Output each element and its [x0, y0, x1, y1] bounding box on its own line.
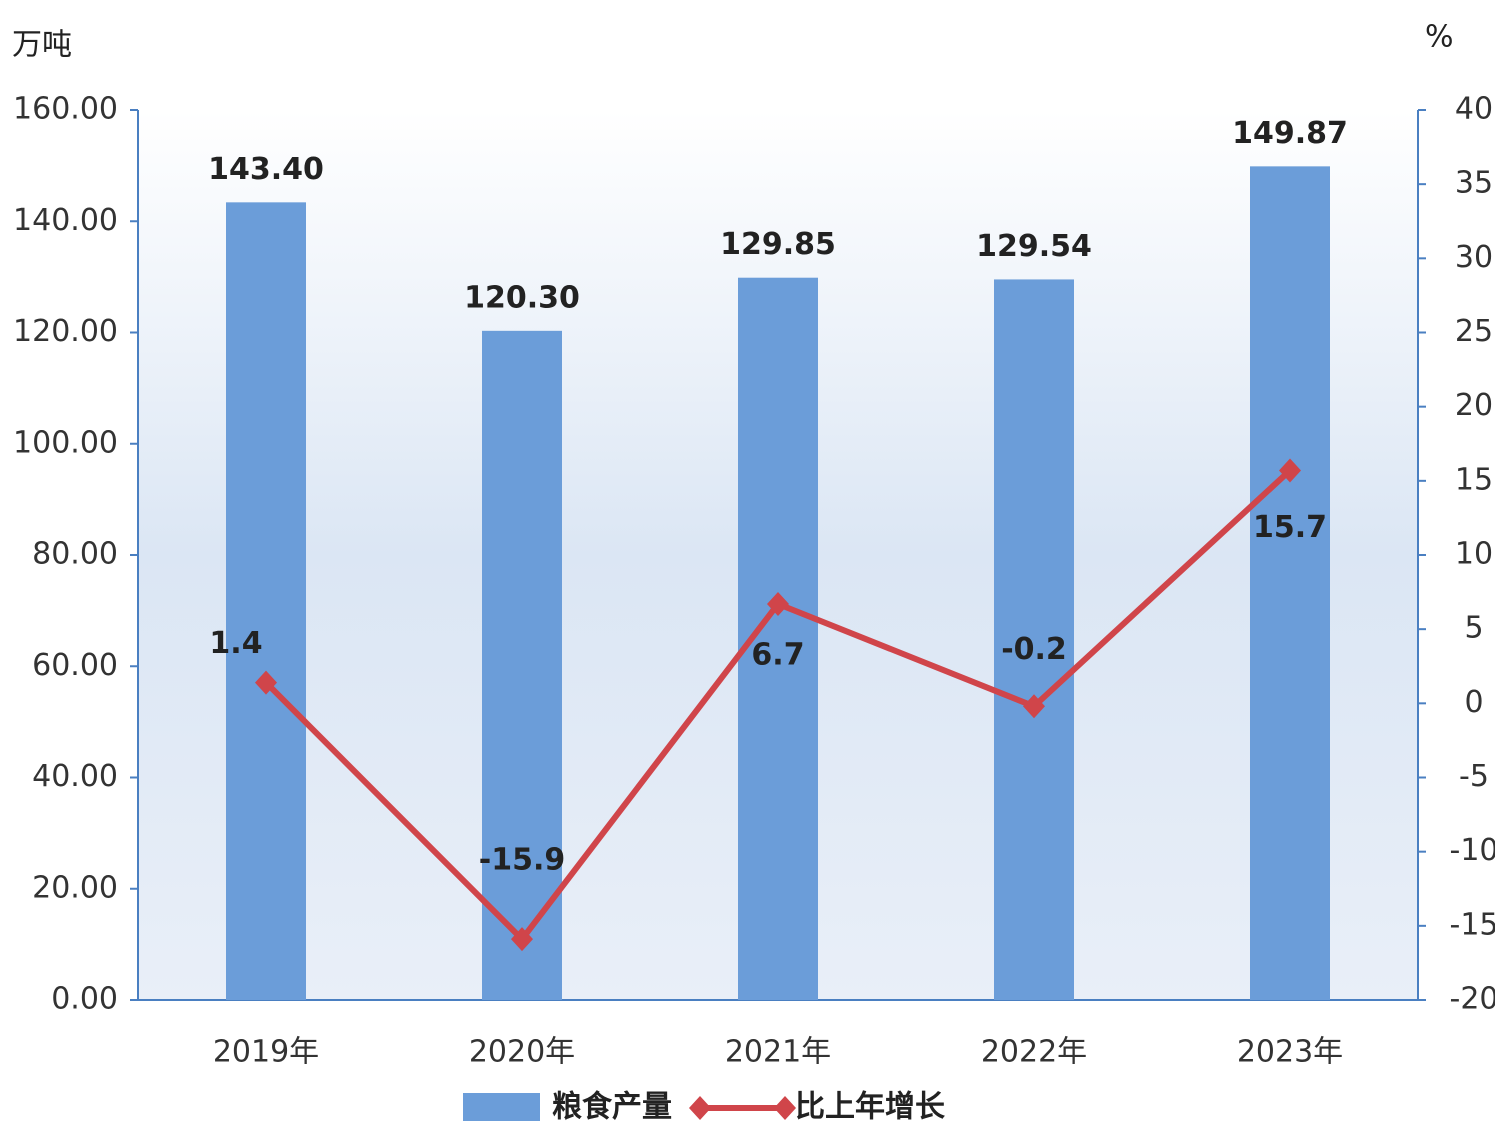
line-marker	[1023, 694, 1045, 719]
y-tick-label: 100.00	[13, 425, 118, 460]
x-tick-label: 2021年	[725, 1035, 831, 1070]
y-tick-label: 160.00	[13, 92, 118, 127]
y2-tick-label: 35	[1455, 166, 1493, 201]
y2-tick-label: 30	[1455, 240, 1493, 275]
legend-label: 比上年增长	[795, 1090, 945, 1125]
bar-value-label: 129.54	[976, 229, 1092, 264]
line-marker	[1279, 458, 1301, 483]
line-marker	[255, 670, 277, 695]
y2-tick-label: 15	[1455, 462, 1493, 497]
bar-value-label: 129.85	[720, 227, 836, 262]
legend-swatch	[463, 1093, 540, 1121]
bar	[994, 279, 1074, 1001]
line-marker	[511, 927, 533, 952]
y2-tick-label: 10	[1455, 537, 1493, 572]
legend-swatch	[689, 1096, 711, 1120]
bar-value-label: 143.40	[208, 152, 324, 187]
y-tick-label: 140.00	[13, 203, 118, 238]
bar	[482, 330, 562, 1000]
line-value-label: 15.7	[1253, 510, 1327, 545]
y2-tick-label: -20	[1450, 982, 1495, 1017]
x-tick-label: 2022年	[981, 1035, 1087, 1070]
y-tick-label: 0.00	[51, 982, 118, 1017]
x-tick-label: 2019年	[213, 1035, 319, 1070]
y2-tick-label: 40	[1455, 92, 1493, 127]
y-tick-label: 40.00	[32, 759, 118, 794]
line-value-label: 1.4	[209, 626, 262, 661]
y2-tick-label: 0	[1464, 685, 1483, 720]
line-value-label: 6.7	[751, 637, 804, 672]
y2-tick-label: -10	[1450, 833, 1495, 868]
legend-label: 粮食产量	[552, 1090, 672, 1125]
y-axis-label: 万吨	[12, 28, 72, 63]
x-tick-label: 2023年	[1237, 1035, 1343, 1070]
legend-swatch	[774, 1096, 796, 1120]
line-marker	[767, 591, 789, 616]
bar	[1250, 166, 1330, 1000]
bar-value-label: 120.30	[464, 280, 580, 315]
y2-tick-label: 5	[1464, 611, 1483, 646]
line-value-label: -15.9	[479, 843, 565, 878]
y2-tick-label: 25	[1455, 314, 1493, 349]
y-tick-label: 60.00	[32, 648, 118, 683]
y2-axis-label: %	[1425, 20, 1454, 55]
x-tick-label: 2020年	[469, 1035, 575, 1070]
y2-tick-label: 20	[1455, 388, 1493, 423]
line-value-label: -0.2	[1001, 632, 1067, 667]
y-tick-label: 80.00	[32, 537, 118, 572]
y2-tick-label: -5	[1459, 759, 1489, 794]
y-tick-label: 120.00	[13, 314, 118, 349]
y-tick-label: 20.00	[32, 870, 118, 905]
bar-value-label: 149.87	[1232, 116, 1348, 151]
bar	[226, 202, 306, 1000]
y2-tick-label: -15	[1450, 907, 1495, 942]
